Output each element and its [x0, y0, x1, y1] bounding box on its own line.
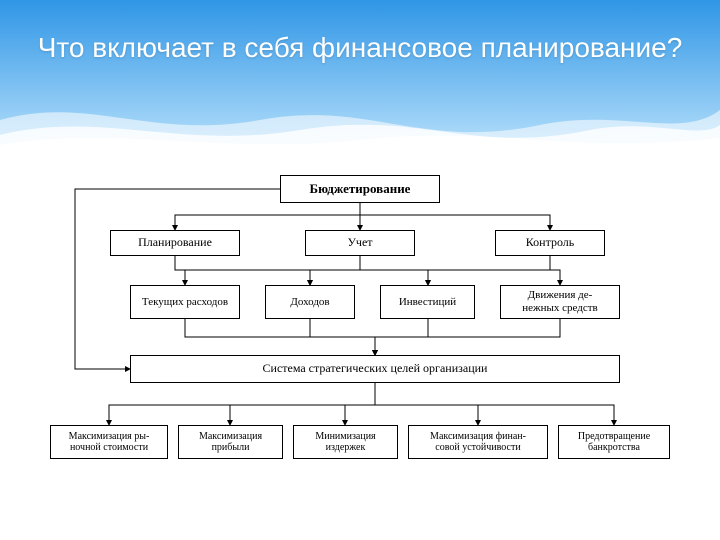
header-wave: [0, 0, 720, 150]
edge: [310, 319, 375, 355]
node-plan: Планирование: [110, 230, 240, 256]
edge: [75, 189, 280, 369]
node-doh: Доходов: [265, 285, 355, 319]
node-dvizh: Движения де-нежных средств: [500, 285, 620, 319]
edge: [310, 256, 360, 285]
edge: [375, 383, 614, 425]
edge: [230, 383, 375, 425]
page-title: Что включает в себя финансовое планирова…: [0, 30, 720, 65]
edge: [550, 256, 560, 285]
edge: [175, 256, 310, 285]
node-max_fin: Максимизация финан-совой устойчивости: [408, 425, 548, 459]
node-uchet: Учет: [305, 230, 415, 256]
node-system: Система стратегических целей организации: [130, 355, 620, 383]
node-max_ryn: Максимизация ры-ночной стоимости: [50, 425, 168, 459]
node-predotvr: Предотвращениебанкротства: [558, 425, 670, 459]
edge: [175, 203, 360, 230]
edge: [345, 383, 375, 425]
edge: [375, 319, 560, 355]
node-budget: Бюджетирование: [280, 175, 440, 203]
edge: [360, 203, 550, 230]
node-min_izd: Минимизацияиздержек: [293, 425, 398, 459]
edge: [375, 383, 478, 425]
edge: [428, 256, 550, 285]
node-inv: Инвестиций: [380, 285, 475, 319]
node-tek: Текущих расходов: [130, 285, 240, 319]
node-control: Контроль: [495, 230, 605, 256]
flowchart: Бюджетирование Планирование Учет Контроль Те…: [50, 175, 670, 525]
flowchart-edges: [50, 175, 670, 525]
edge: [360, 256, 428, 285]
node-max_prib: Максимизацияприбыли: [178, 425, 283, 459]
edge: [109, 383, 375, 425]
